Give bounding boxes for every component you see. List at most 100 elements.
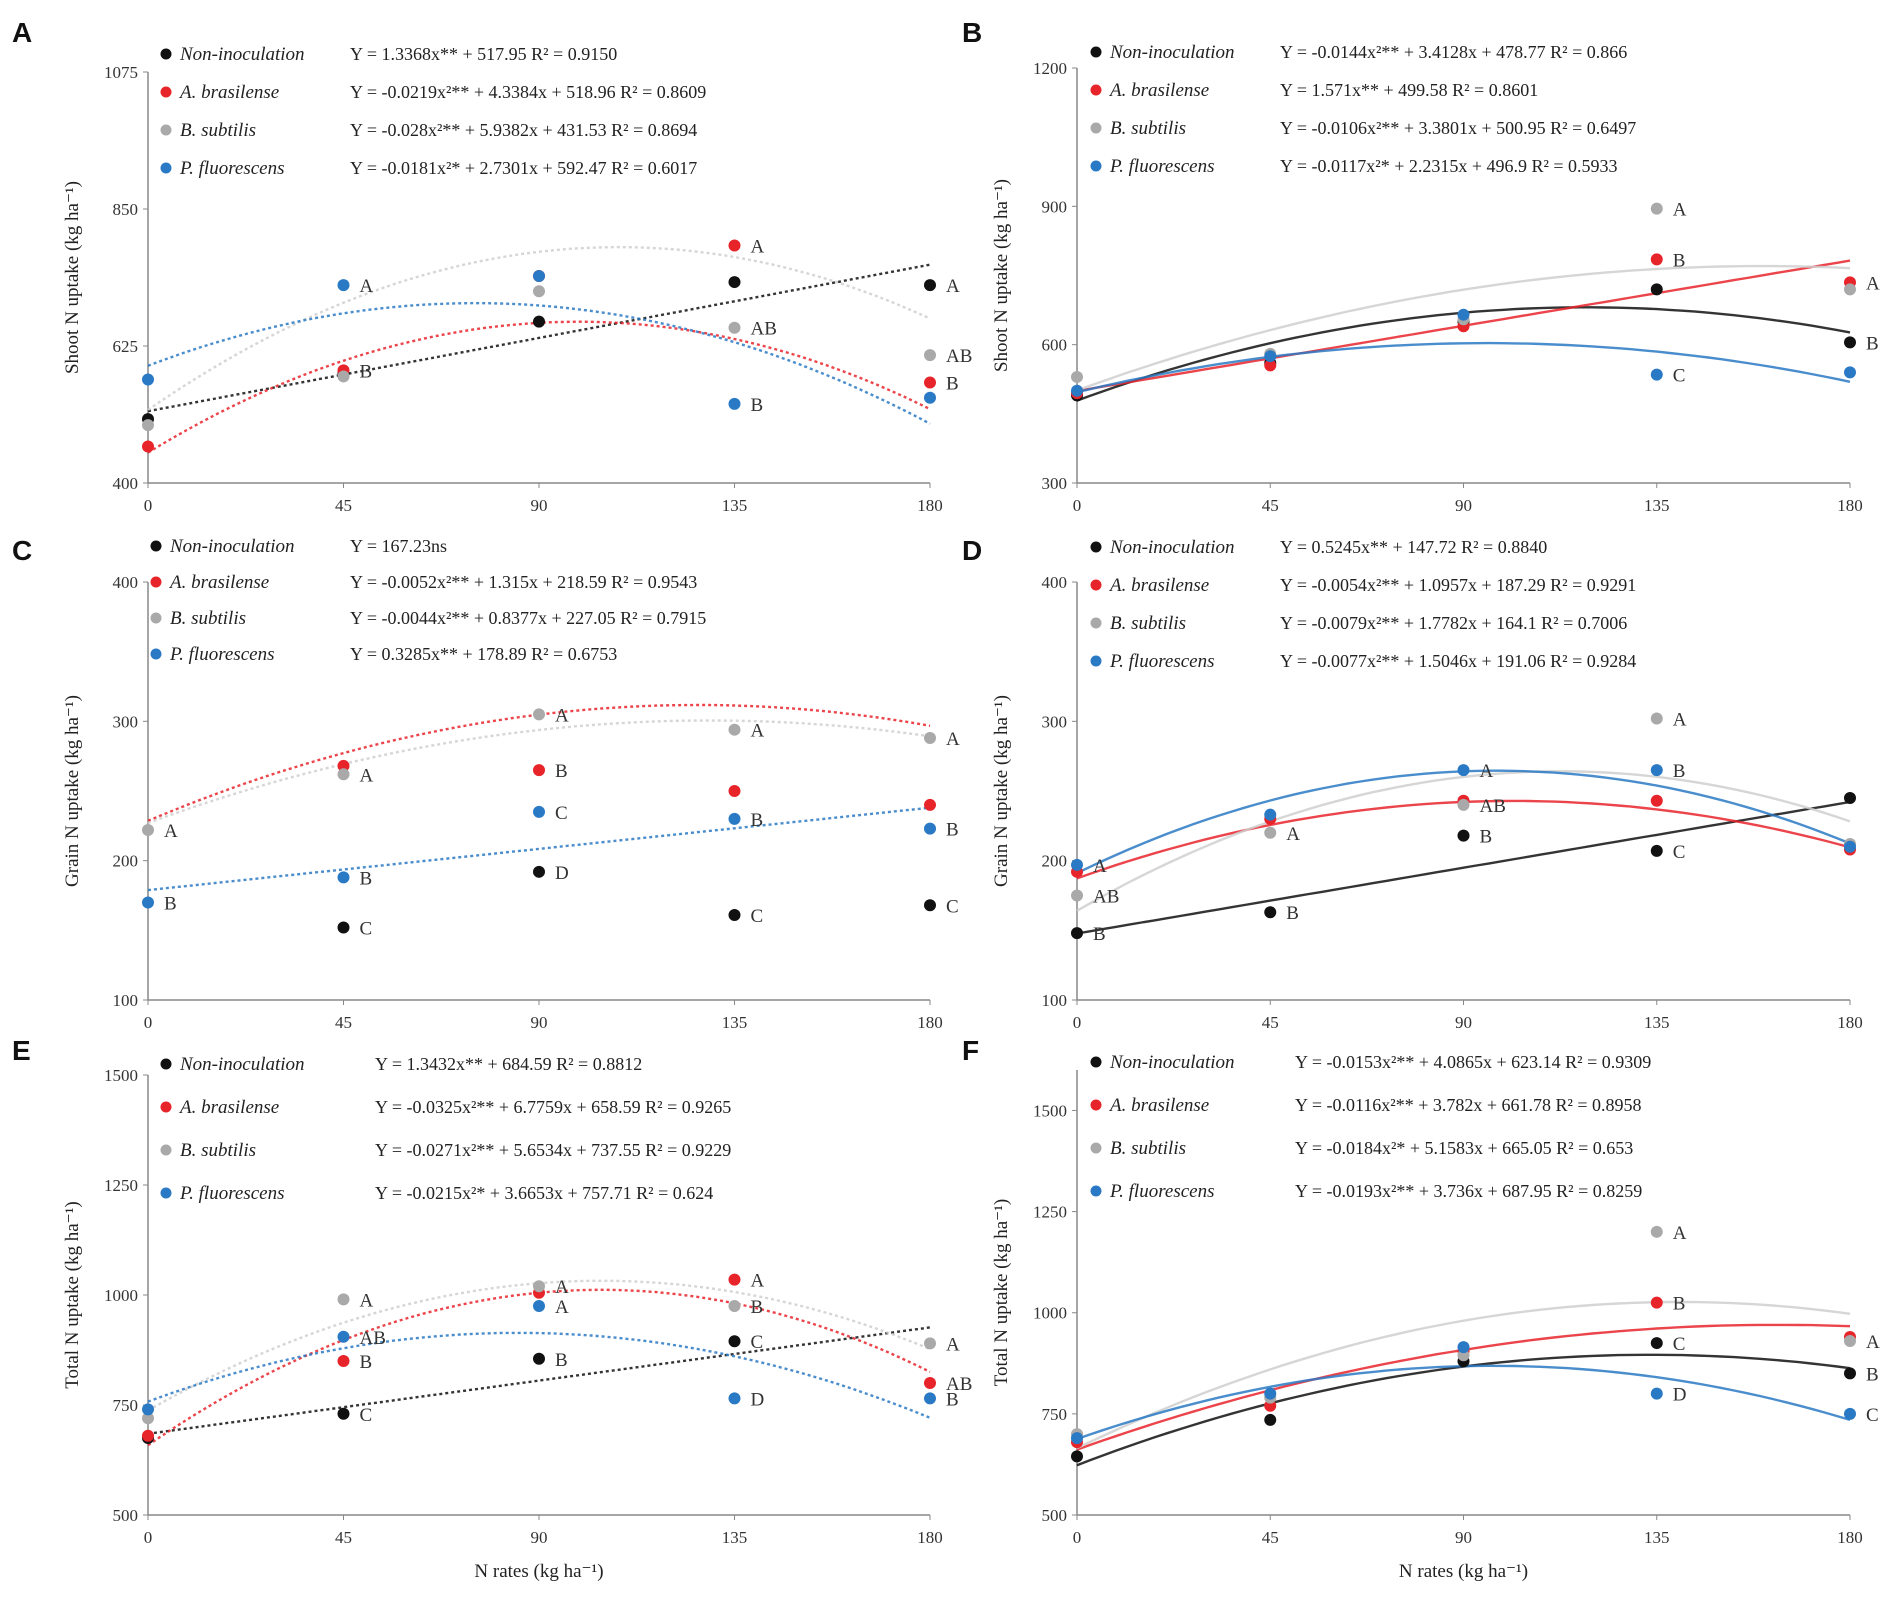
legend-label: Non-inoculation [1109,537,1235,558]
data-point [1264,1387,1277,1400]
significance-label: A [555,1297,569,1318]
x-tick-label: 90 [1455,496,1472,515]
y-axis-title: Grain N uptake (kg ha⁻¹) [991,695,1012,887]
legend-marker [1090,541,1102,553]
data-point [1650,1387,1663,1400]
y-axis-title: Total N uptake (kg ha⁻¹) [62,1201,83,1388]
data-point [924,798,936,811]
data-point [337,279,350,292]
legend-marker [1090,46,1102,58]
significance-label: B [1866,333,1879,354]
trend-line [147,245,931,411]
legend-label: A. brasilense [168,572,269,593]
regression-equation: Y = 1.571x** + 499.58 R² = 0.8601 [1280,80,1538,100]
legend-label: P. fluorescens [1109,1181,1215,1202]
x-tick-label: 45 [1262,496,1279,515]
data-point [1844,336,1856,349]
significance-label: B [1480,827,1493,848]
x-tick-label: 0 [1073,1013,1082,1032]
significance-label: B [555,761,568,782]
data-point [728,1300,741,1312]
trend-line [147,1326,931,1435]
regression-equation: Y = 0.3285x** + 178.89 R² = 0.6753 [350,644,617,664]
x-tick-label: 180 [1837,1013,1863,1032]
x-tick-label: 0 [144,496,153,515]
data-point [337,1407,350,1420]
data-point [1844,283,1856,296]
regression-equation: Y = 1.3432x** + 684.59 R² = 0.8812 [375,1054,642,1074]
significance-label: B [751,1297,764,1318]
significance-label: B [946,1389,959,1410]
significance-label: A [1866,273,1880,294]
panel-letter: F [962,1035,979,1066]
legend-marker [160,48,172,60]
data-point [924,391,936,404]
y-tick-label: 500 [1042,1506,1068,1525]
panel-A: A 400 625 850 1075 0 45 90 135 180 Shoot N uptake … [12,17,972,515]
legend-marker [1090,122,1102,134]
data-point [1457,829,1470,842]
y-axis-title: Grain N uptake (kg ha⁻¹) [62,695,83,887]
significance-label: D [1673,1385,1687,1406]
data-point [337,871,350,884]
regression-equation: Y = -0.0181x²* + 2.7301x + 592.47 R² = 0… [350,158,697,178]
significance-label: A [946,276,960,297]
significance-label: B [751,395,764,416]
data-point [1844,1335,1856,1348]
data-point [1071,858,1083,871]
regression-equation: Y = -0.0271x²** + 5.6534x + 737.55 R² = … [375,1140,731,1160]
x-tick-label: 135 [722,1013,748,1032]
significance-label: B [1673,250,1686,271]
significance-label: B [946,374,959,395]
significance-label: B [751,810,764,831]
significance-label: AB [1093,887,1119,908]
legend-marker [150,648,162,660]
panel-E: E 500 750 1000 1250 1500 0 45 90 135 180 Total N up… [12,1035,972,1582]
significance-label: A [751,721,765,742]
data-point [728,812,741,825]
data-point [1844,791,1856,804]
x-tick-label: 135 [722,496,748,515]
legend-label: P. fluorescens [179,1183,285,1204]
significance-label: C [751,1332,764,1353]
trend-line [1076,1364,1851,1441]
data-point [142,1403,154,1416]
legend-marker [160,1144,172,1156]
y-tick-label: 300 [1042,474,1068,493]
x-axis-title: N rates (kg ha⁻¹) [474,1561,603,1582]
legend-label: Non-inoculation [1109,1052,1235,1073]
data-point [1650,712,1663,725]
significance-label: AB [751,319,777,340]
significance-label: C [360,919,373,940]
data-point [1264,906,1277,919]
trend-line [147,1331,931,1419]
data-point [1650,1296,1663,1309]
legend-marker [1090,84,1102,96]
data-point [728,397,741,410]
x-tick-label: 180 [917,496,943,515]
legend-label: P. fluorescens [1109,156,1215,177]
panel-C: C 100 200 300 400 0 45 90 135 180 Grain N uptake (… [12,535,960,1032]
trend-line [1076,341,1851,394]
data-point [1650,283,1663,296]
legend-marker [150,612,162,624]
data-point [1071,1450,1083,1463]
legend-marker [150,576,162,588]
significance-label: C [946,896,959,917]
significance-label: A [946,1334,960,1355]
legend-marker [1090,160,1102,172]
data-point [728,239,741,252]
legend-label: P. fluorescens [1109,651,1215,672]
regression-equation: Y = -0.0044x²** + 0.8377x + 227.05 R² = … [350,608,706,628]
panel-D: D 100 200 300 400 0 45 90 135 180 Grain N uptake (… [962,535,1863,1032]
regression-equation: Y = -0.0184x²* + 5.1583x + 665.05 R² = 0… [1295,1138,1633,1158]
x-tick-label: 180 [1837,496,1863,515]
y-axis-title: Shoot N uptake (kg ha⁻¹) [991,179,1012,372]
y-tick-label: 100 [113,991,139,1010]
legend-label: A. brasilense [1108,1095,1209,1116]
data-point [1844,1407,1856,1420]
trend-line [147,301,931,425]
data-point [533,805,545,818]
significance-label: B [360,868,373,889]
data-point [142,824,154,837]
